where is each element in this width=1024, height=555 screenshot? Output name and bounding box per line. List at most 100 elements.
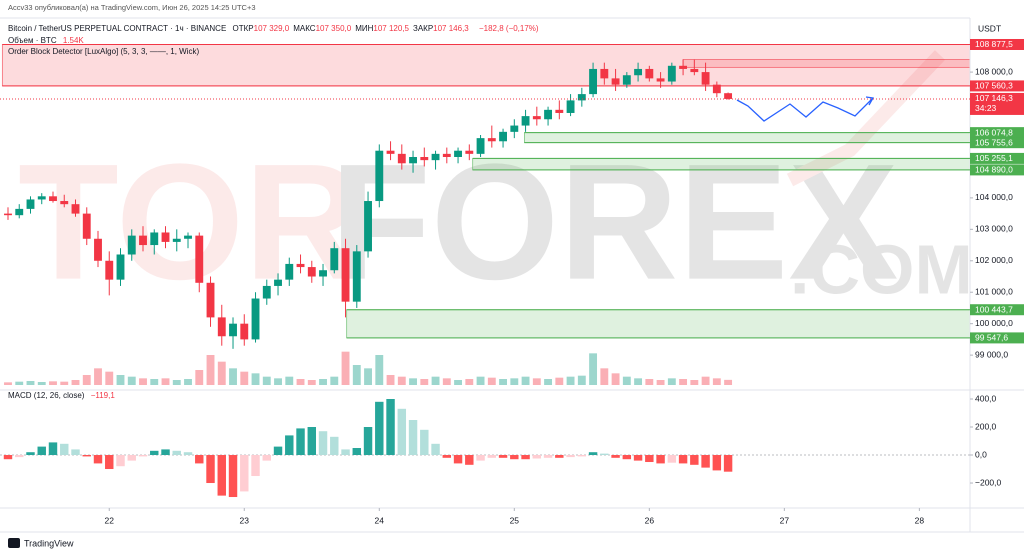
volume-bar (544, 379, 553, 385)
volume-bar (229, 368, 237, 385)
volume-bar (240, 371, 249, 385)
macd-bar (408, 420, 418, 456)
watermark-left: TOR (18, 130, 363, 314)
volume-bar (116, 375, 125, 385)
ohlc-key: ЗАКР (412, 24, 434, 33)
macd-bar (566, 455, 575, 458)
ohlc-value: 107 329,0 (253, 24, 290, 33)
macd-bar (667, 455, 677, 463)
volume-bar (184, 379, 192, 385)
currency: USDT (978, 23, 1001, 33)
candle-body (330, 248, 339, 271)
macd-bar (588, 452, 598, 456)
candle-body (60, 201, 69, 205)
candle-body (240, 323, 249, 340)
macd-bar (363, 427, 373, 456)
price-label-bg (970, 164, 1024, 176)
price-label-bg (970, 80, 1024, 92)
volume-bar (510, 378, 519, 385)
candle-body (262, 285, 271, 299)
last-price-label: 107 146,3 (975, 93, 1013, 103)
volume-bar (487, 377, 496, 385)
x-tick-label: 26 (645, 515, 655, 525)
change: −182,8 (−0,17%) (478, 24, 539, 33)
price-label: 105 755,6 (975, 137, 1013, 147)
volume-bar (397, 376, 406, 385)
order-block (472, 158, 971, 171)
candle-body (71, 204, 80, 214)
macd-bar (273, 446, 283, 456)
macd-bar (251, 455, 260, 477)
price-label-bg (970, 38, 1024, 50)
candle-body (296, 263, 305, 268)
candle-body (600, 68, 609, 79)
candle-body (82, 213, 91, 239)
macd-bar (105, 455, 114, 470)
volume-bar (600, 368, 609, 385)
volume-bar (532, 378, 541, 385)
price-label-bg (970, 332, 1024, 344)
volume-bar (679, 379, 688, 385)
publisher: Accv33 опубликовал(а) на TradingView.com… (8, 3, 256, 12)
macd-bar (341, 449, 350, 456)
volume-bar (127, 376, 136, 385)
y-tick-label: 100 000,0 (975, 318, 1013, 328)
x-tick-label: 25 (510, 515, 520, 525)
macd-bar (138, 455, 148, 457)
x-tick-label: 24 (375, 515, 385, 525)
volume-bar (37, 382, 46, 385)
volume-bar (26, 381, 35, 385)
volume-bar (82, 375, 91, 385)
macd-bar (26, 452, 35, 456)
candle-body (206, 282, 215, 318)
volume-bar (71, 380, 80, 385)
candle-body (341, 248, 350, 302)
candle-body (431, 153, 440, 161)
volume-bar (161, 378, 170, 385)
macd-bar (431, 443, 440, 456)
volume-bar (195, 370, 204, 385)
macd-bar (577, 455, 587, 457)
macd-bar (600, 453, 609, 456)
macd-bar (701, 455, 710, 468)
price-label: 99 547,6 (975, 333, 1008, 343)
volume-bar (712, 378, 721, 385)
volume-bar (386, 375, 395, 385)
candle-body (589, 68, 598, 95)
macd-bar (420, 429, 429, 456)
volume-bar (442, 378, 451, 385)
volume-bar (634, 378, 643, 385)
candle-body (566, 100, 575, 113)
macd-bar (532, 455, 542, 459)
volume-bar (274, 378, 282, 385)
candle-body (487, 138, 496, 142)
candle-body (420, 157, 429, 161)
volume-line: Объем · BTC 1.54K (8, 36, 88, 45)
macd-bar (307, 427, 317, 456)
macd-bar (183, 452, 193, 456)
macd-bar (611, 455, 620, 458)
macd-bar (352, 448, 362, 456)
volume-bar (667, 378, 676, 385)
price-label: 104 890,0 (975, 165, 1013, 175)
countdown: 34:23 (975, 103, 997, 113)
macd-bar (296, 428, 305, 456)
volume-bar (375, 355, 384, 385)
macd-bar (510, 455, 519, 460)
candle-body (49, 196, 57, 202)
candle-body (217, 317, 226, 337)
volume-bar (150, 379, 159, 385)
macd-bar (633, 455, 643, 461)
macd-bar (82, 455, 91, 457)
price-label: 100 443,7 (975, 304, 1013, 314)
order-block (1, 44, 971, 87)
y-tick-label: −200,0 (975, 477, 1002, 487)
candle-body (94, 238, 102, 261)
macd-bar (37, 446, 46, 456)
volume-bar (476, 376, 485, 385)
macd-bar (60, 443, 69, 456)
y-tick-label: 108 000,0 (975, 66, 1013, 76)
ohlc-value: 107 146,3 (433, 24, 469, 33)
